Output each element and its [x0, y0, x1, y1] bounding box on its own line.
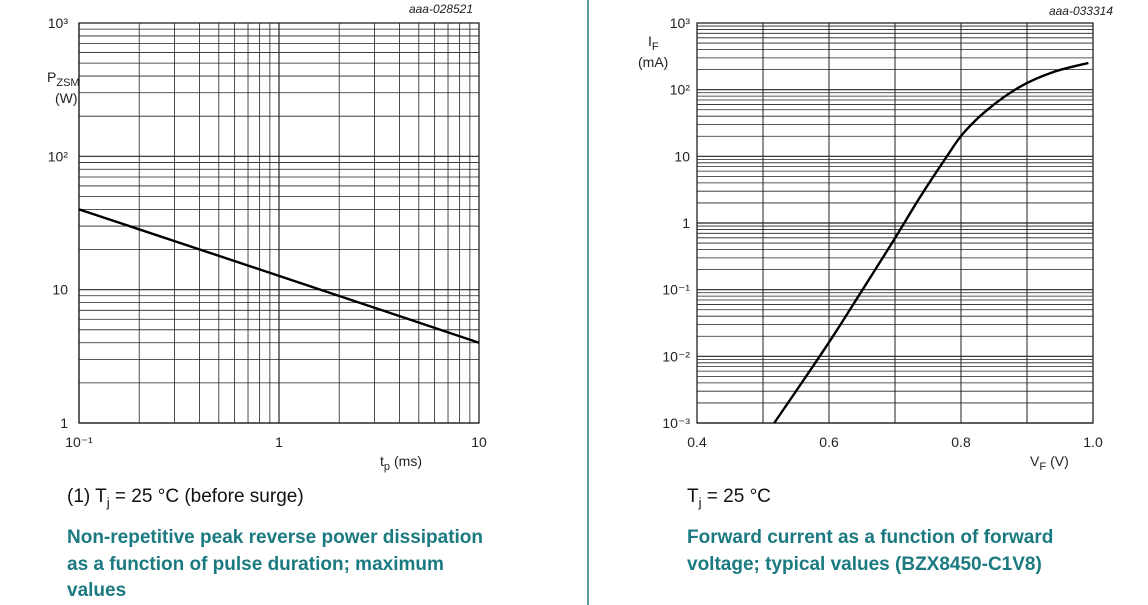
y-axis-unit: (W): [55, 90, 78, 106]
chart-2: 10³ 10² 10 1 10⁻¹ 10⁻² 10⁻³ 0.4 0.6 0.8 1.0 aaa-033…: [638, 4, 1113, 473]
x-tick-label: 1: [275, 434, 283, 450]
caption-line: Forward current as a function of forward: [687, 527, 1054, 548]
x-axis-label: VF (V): [1030, 453, 1069, 473]
divider: [587, 0, 589, 605]
right-note: Tj = 25 °C: [687, 486, 771, 510]
y-label-subscript: F: [652, 41, 659, 53]
note-text: = 25 °C (before surge): [109, 486, 304, 507]
note-text: T: [687, 486, 699, 507]
y-label-symbol: I: [648, 33, 652, 49]
figure-id: aaa-028521: [409, 2, 473, 16]
left-note: (1) Tj = 25 °C (before surge): [67, 486, 304, 510]
series-line: [78, 208, 480, 344]
y-axis-label: IF: [648, 33, 659, 53]
x-label-symbol: t: [380, 453, 384, 469]
left-caption: Non-repetitive peak reverse power dissip…: [67, 525, 483, 605]
figure-id: aaa-033314: [1049, 4, 1113, 18]
caption-line: Non-repetitive peak reverse power dissip…: [67, 527, 484, 548]
y-tick-label: 1: [60, 415, 68, 431]
y-axis-unit: (mA): [638, 54, 668, 70]
y-tick-label: 10³: [48, 15, 69, 31]
x-label-subscript: F: [1039, 461, 1046, 473]
x-label-subscript: p: [384, 461, 390, 473]
right-caption: Forward current as a function of forward…: [687, 525, 1053, 578]
y-tick-label: 10³: [670, 15, 691, 31]
x-tick-label: 0.4: [687, 434, 707, 450]
caption-line: voltage; typical values (BZX8450-C1V8): [687, 553, 1042, 575]
y-tick-label: 10⁻²: [662, 348, 690, 364]
x-tick-label: 0.6: [819, 434, 839, 450]
y-tick-label: 1: [682, 215, 690, 231]
y-label-subscript: ZSM: [56, 77, 79, 89]
x-label-unit: (V): [1050, 453, 1069, 469]
chart-1: 10³ 10² 10 1 10⁻¹ 1 10 aaa-028521 PZSM(W) tp (ms): [47, 2, 487, 473]
x-tick-label: 1.0: [1083, 434, 1103, 450]
x-label-symbol: V: [1030, 453, 1040, 469]
note-subscript: j: [106, 494, 110, 510]
y-tick-label: 10²: [670, 82, 691, 98]
y-tick-label: 10: [52, 282, 68, 298]
note-text: = 25 °C: [701, 486, 771, 507]
x-tick-label: 0.8: [951, 434, 971, 450]
y-axis-label: PZSM: [47, 69, 80, 89]
plot-frame: [78, 22, 480, 424]
x-axis-label: tp (ms): [380, 453, 422, 473]
plot-frame: [696, 22, 1094, 424]
caption-line: as a function of pulse duration; maximum: [67, 553, 444, 575]
y-tick-label: 10: [674, 148, 690, 164]
y-tick-label: 10⁻³: [662, 415, 690, 431]
y-label-symbol: P: [47, 69, 56, 85]
y-tick-label: 10²: [48, 148, 69, 164]
x-tick-label: 10: [471, 434, 487, 450]
series-line: [773, 61, 1089, 424]
note-subscript: j: [698, 494, 702, 510]
y-tick-label: 10⁻¹: [662, 282, 690, 298]
x-label-unit: (ms): [394, 453, 422, 469]
note-text: (1) T: [67, 486, 107, 507]
x-tick-label: 10⁻¹: [65, 434, 93, 450]
caption-line: values: [67, 580, 127, 601]
